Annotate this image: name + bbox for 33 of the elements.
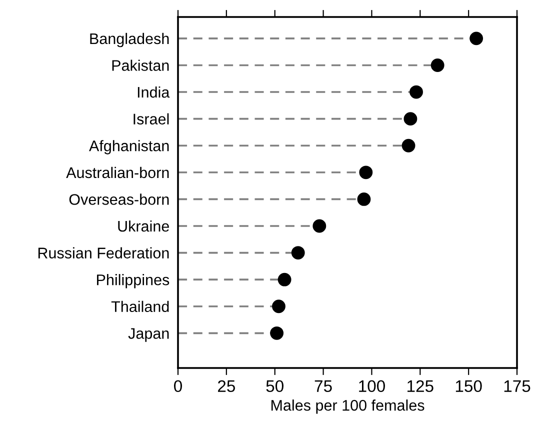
x-tick-label: 75 — [314, 380, 332, 392]
y-tick-label: Bangladesh — [90, 32, 169, 48]
point — [357, 192, 371, 206]
x-tick-label: 25 — [218, 380, 235, 392]
y-tick-label: Russian Federation — [38, 247, 169, 258]
point — [270, 326, 284, 340]
point — [278, 272, 292, 286]
point — [272, 300, 286, 314]
y-tick-label: India — [138, 86, 170, 98]
point — [359, 166, 373, 180]
point — [470, 32, 484, 46]
y-tick-label: Overseas-born — [69, 194, 169, 205]
y-tick-label: Australian-born — [66, 166, 169, 178]
x-tick-label: 125 — [408, 380, 434, 392]
x-tick-label: 175 — [504, 380, 530, 392]
y-tick-label: Thailand — [111, 300, 169, 312]
point — [402, 138, 416, 152]
point — [430, 58, 444, 72]
point — [312, 219, 326, 233]
y-tick-label: Afghanistan — [89, 140, 169, 154]
x-tick-label: 50 — [266, 380, 284, 392]
y-tick-label: Philippines — [97, 274, 170, 288]
y-tick-label: Pakistan — [112, 60, 169, 71]
y-tick-label: Ukraine — [118, 220, 169, 232]
x-tick-label: 0 — [174, 380, 182, 392]
y-tick-label: Israel — [134, 113, 169, 125]
y-tick-label: Japan — [128, 328, 169, 342]
point — [410, 85, 423, 99]
point — [404, 112, 418, 126]
x-tick-label: 100 — [359, 380, 385, 392]
x-axis-title: Males per 100 females — [271, 400, 424, 414]
point — [291, 246, 305, 260]
x-tick-label: 150 — [456, 380, 482, 392]
